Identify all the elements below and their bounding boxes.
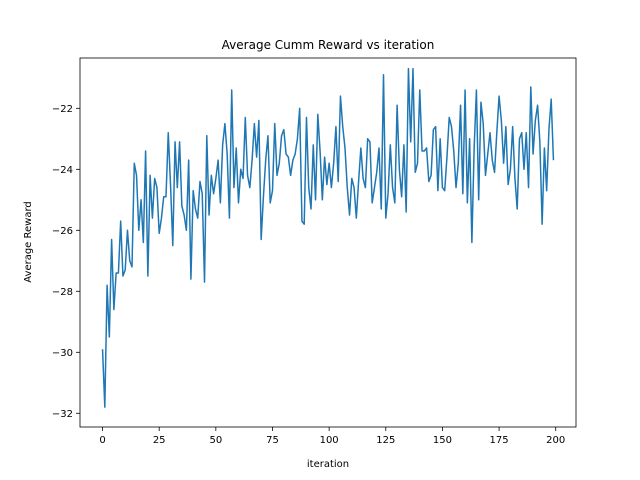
plot-area: 0 25 50 75 100 125 150 175 200 −32 −30 −28 −26 −24 −22 xyxy=(52,57,577,446)
chart-title: Average Cumm Reward vs iteration xyxy=(222,38,435,52)
x-tick-label: 100 xyxy=(320,435,339,446)
y-axis-label: Average Reward xyxy=(23,201,34,282)
x-tick-label: 175 xyxy=(490,435,509,446)
x-axis-label: iteration xyxy=(307,459,349,470)
y-tick-label: −28 xyxy=(52,287,73,298)
y-tick-label: −24 xyxy=(52,165,73,176)
x-tick-label: 75 xyxy=(266,435,279,446)
x-tick-label: 150 xyxy=(433,435,452,446)
x-tick-label: 0 xyxy=(99,435,105,446)
x-tick-label: 50 xyxy=(209,435,222,446)
x-tick-label: 125 xyxy=(376,435,395,446)
x-tick-label: 25 xyxy=(153,435,166,446)
y-tick-label: −30 xyxy=(52,348,73,359)
y-tick-label: −22 xyxy=(52,104,73,115)
y-tick-label: −26 xyxy=(52,226,73,237)
series-line-0 xyxy=(101,67,555,408)
x-tick-label: 200 xyxy=(546,435,565,446)
y-tick-label: −32 xyxy=(52,409,73,420)
axes-frame xyxy=(79,57,577,428)
